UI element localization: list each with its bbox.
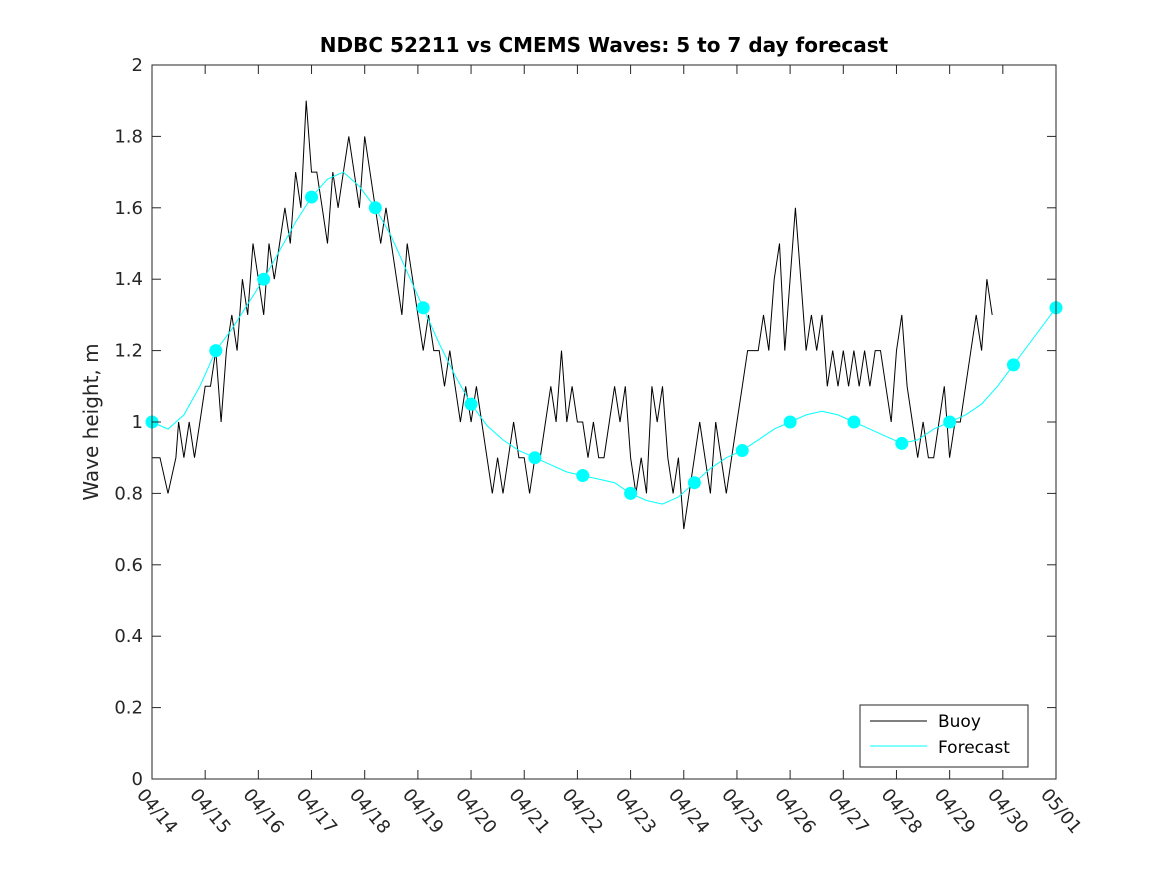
legend-box <box>859 704 1029 768</box>
forecast-point <box>305 190 319 204</box>
legend: Buoy Forecast <box>859 704 1029 768</box>
forecast-point <box>783 415 797 429</box>
y-tick-label: 0 <box>132 769 143 790</box>
forecast-point <box>624 486 638 500</box>
legend-buoy-label: Buoy <box>938 712 981 732</box>
y-tick-label: 0.6 <box>114 555 143 576</box>
forecast-point <box>1006 358 1020 372</box>
legend-forecast-label: Forecast <box>938 738 1010 758</box>
y-tick-label: 1.8 <box>114 126 143 147</box>
chart-title: NDBC 52211 vs CMEMS Waves: 5 to 7 day fo… <box>320 33 889 57</box>
y-tick-label: 1.6 <box>114 198 143 219</box>
forecast-point <box>209 344 223 358</box>
forecast-point <box>368 201 382 215</box>
forecast-point <box>257 272 271 286</box>
forecast-point <box>416 301 430 315</box>
forecast-point <box>576 469 590 483</box>
forecast-point <box>847 415 861 429</box>
forecast-point <box>687 476 701 490</box>
series-line-forecast <box>151 171 1057 505</box>
forecast-point <box>943 415 957 429</box>
forecast-point <box>464 397 478 411</box>
y-tick-label: 2 <box>132 55 143 76</box>
y-tick-label: 1.2 <box>114 341 143 362</box>
forecast-point <box>895 436 909 450</box>
y-tick-label: 0.4 <box>114 626 143 647</box>
series-line-buoy <box>152 100 993 530</box>
forecast-point <box>528 451 542 465</box>
y-tick-label: 1.4 <box>114 269 143 290</box>
y-tick-label: 0.8 <box>114 483 143 504</box>
y-tick-label: 0.2 <box>114 698 143 719</box>
y-axis-label: Wave height, m <box>79 343 103 500</box>
forecast-point <box>735 444 749 458</box>
y-tick-label: 1 <box>132 412 143 433</box>
